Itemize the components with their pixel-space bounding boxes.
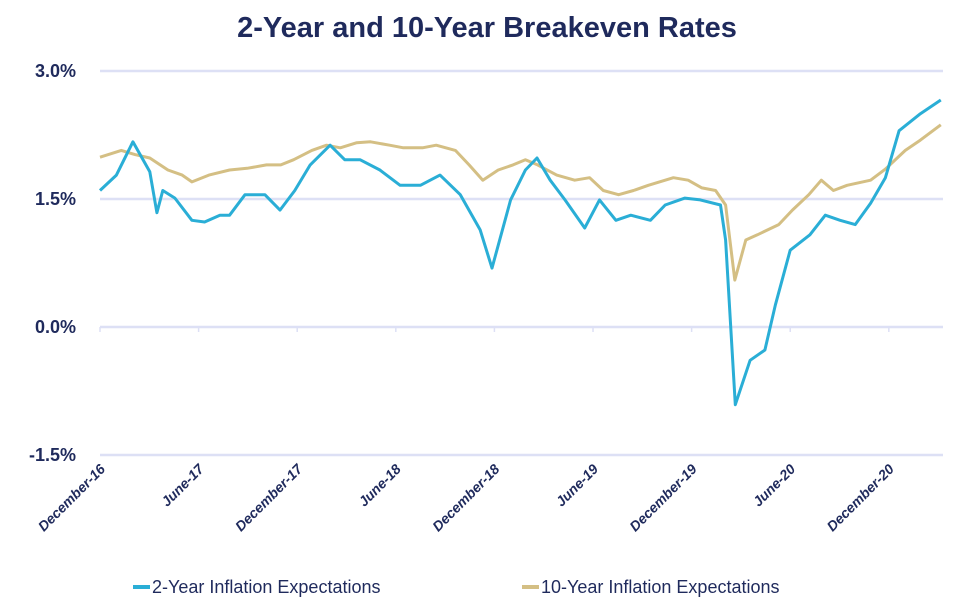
x-tick-label: December-16 xyxy=(35,461,109,535)
x-tick-label: December-18 xyxy=(429,461,503,535)
y-tick-label: -1.5% xyxy=(29,445,76,465)
x-tick-label: December-17 xyxy=(232,460,306,534)
legend-label-10-year: 10-Year Inflation Expectations xyxy=(541,577,780,597)
series-line-2-year xyxy=(98,98,942,407)
x-tick-label: December-19 xyxy=(626,461,700,535)
x-tick-label: June-19 xyxy=(552,461,601,510)
gridlines xyxy=(100,69,943,457)
legend-label-2-year: 2-Year Inflation Expectations xyxy=(152,577,380,597)
y-tick-label: 0.0% xyxy=(35,317,76,337)
x-tick-label: June-17 xyxy=(158,460,208,510)
x-tick-label: June-18 xyxy=(355,461,404,510)
y-axis-ticks: 3.0% 1.5% 0.0% -1.5% xyxy=(29,61,76,465)
x-tick-label: December-20 xyxy=(823,461,897,535)
y-tick-label: 1.5% xyxy=(35,189,76,209)
y-tick-label: 3.0% xyxy=(35,61,76,81)
legend: 2-Year Inflation Expectations 10-Year In… xyxy=(133,577,780,597)
x-axis-ticks: December-16 June-17 December-17 June-18 Dece… xyxy=(35,327,897,534)
series-line-10-year xyxy=(99,123,942,282)
series-lines xyxy=(98,98,942,407)
chart-title: 2-Year and 10-Year Breakeven Rates xyxy=(237,12,737,44)
x-tick-label: June-20 xyxy=(750,461,799,510)
